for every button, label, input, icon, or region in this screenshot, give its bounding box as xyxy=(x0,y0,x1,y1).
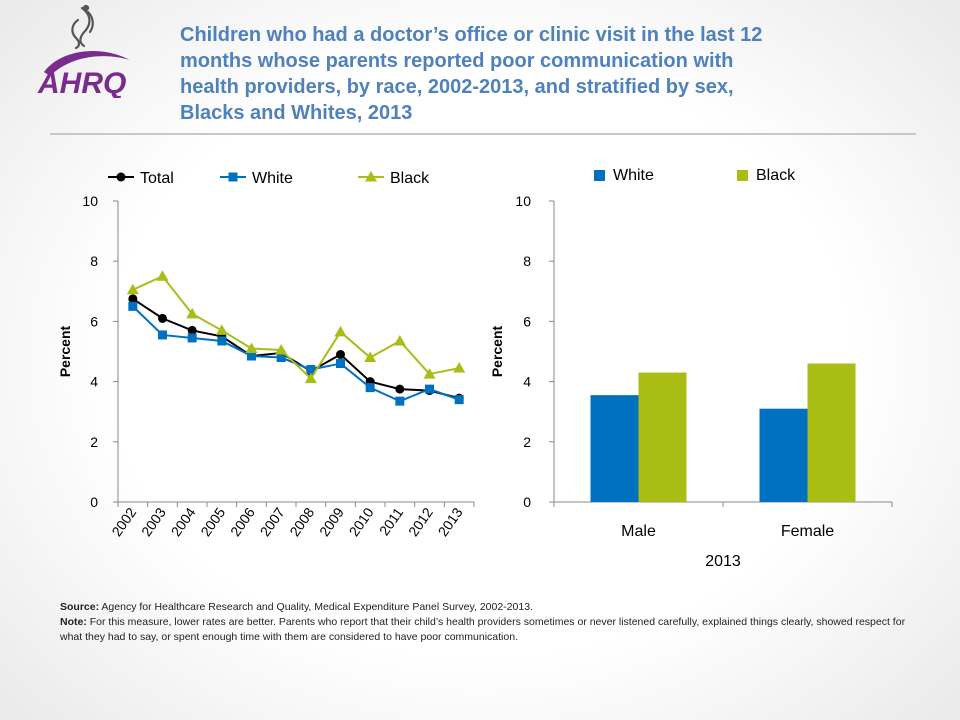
line-point-white xyxy=(247,351,256,361)
line-chart-y-tick-label: 0 xyxy=(90,494,98,510)
line-point-white xyxy=(395,396,405,406)
bar-chart-y-tick-label: 4 xyxy=(523,374,531,390)
source-note: Source: Agency for Healthcare Research a… xyxy=(60,600,920,615)
line-point-black xyxy=(245,342,258,353)
legend-marker-total xyxy=(116,172,126,182)
bar-chart-y-tick-label: 10 xyxy=(515,193,531,209)
line-chart-x-tick-label: 2013 xyxy=(435,504,466,539)
line-chart-x-tick-label: 2011 xyxy=(376,504,406,538)
legend-swatch-black xyxy=(737,170,748,181)
title-line: Blacks and Whites, 2013 xyxy=(180,102,413,124)
bar-chart-y-tick-label: 8 xyxy=(523,253,531,269)
line-point-white xyxy=(454,395,464,405)
title-line: Children who had a doctor’s office or cl… xyxy=(180,24,763,46)
logo-text: AHRQ xyxy=(37,67,126,98)
line-point-white xyxy=(276,353,286,363)
line-point-black xyxy=(156,270,169,281)
line-point-black xyxy=(126,283,139,295)
bar-chart-category-label: Male xyxy=(621,523,656,540)
line-point-black xyxy=(453,362,466,373)
line-chart-x-tick-label: 2005 xyxy=(197,504,228,539)
ahrq-logo: AHRQ xyxy=(37,4,130,98)
hhs-eagle-icon xyxy=(71,4,94,50)
line-point-black xyxy=(186,307,199,319)
line-chart-x-tick-label: 2007 xyxy=(257,504,288,539)
line-series-total xyxy=(132,297,460,400)
bar-black-male xyxy=(638,372,687,502)
line-point-black xyxy=(334,325,347,337)
legend-label-black: Black xyxy=(756,167,796,184)
line-point-total xyxy=(336,350,345,360)
line-chart-y-tick-label: 8 xyxy=(90,253,98,269)
line-chart-x-tick-label: 2009 xyxy=(316,504,347,539)
legend-marker-white xyxy=(228,172,238,182)
measure-note: Note: For this measure, lower rates are … xyxy=(60,615,920,645)
line-point-white xyxy=(187,333,197,343)
line-point-total xyxy=(158,313,167,323)
note-text: For this measure, lower rates are better… xyxy=(60,616,906,643)
page-title: Children who had a doctor’s office or cl… xyxy=(180,22,910,126)
line-point-white xyxy=(425,384,434,394)
title-divider xyxy=(50,133,916,135)
line-chart-y-label: Percent xyxy=(57,325,73,377)
bar-chart-y-label: Percent xyxy=(489,325,505,377)
footnotes: Source: Agency for Healthcare Research a… xyxy=(60,600,920,645)
line-chart-x-tick-label: 2010 xyxy=(346,504,377,539)
legend-label-total: Total xyxy=(140,170,174,187)
title-line: health providers, by race, 2002-2013, an… xyxy=(180,76,734,98)
line-point-white xyxy=(365,383,375,393)
line-series-black xyxy=(132,275,460,381)
line-chart-x-tick-label: 2006 xyxy=(227,504,258,539)
line-point-black xyxy=(393,334,406,346)
line-chart-y-tick-label: 4 xyxy=(90,374,98,390)
bar-black-female xyxy=(807,363,856,502)
line-chart-y-tick-label: 6 xyxy=(90,313,98,329)
bar-white-male xyxy=(590,395,639,502)
bar-white-female xyxy=(759,408,808,502)
line-chart-x-tick-label: 2012 xyxy=(405,504,436,539)
bar-chart-y-tick-label: 6 xyxy=(523,313,531,329)
line-point-white xyxy=(128,301,138,311)
legend-label-white: White xyxy=(613,167,654,184)
source-text: Agency for Healthcare Research and Quali… xyxy=(99,601,533,613)
line-point-black xyxy=(275,343,288,355)
line-point-total xyxy=(128,294,138,304)
bar-chart-y-tick-label: 0 xyxy=(523,494,531,510)
line-chart-x-tick-label: 2003 xyxy=(138,504,169,539)
line-point-white xyxy=(217,336,227,346)
line-point-black xyxy=(304,372,317,384)
line-point-white xyxy=(306,365,316,375)
line-chart-y-tick-label: 2 xyxy=(90,434,98,450)
note-label: Note: xyxy=(60,616,87,628)
legend-marker-black xyxy=(365,171,377,182)
line-point-total xyxy=(187,325,197,335)
title-line: months whose parents reported poor commu… xyxy=(180,50,734,72)
legend-swatch-white xyxy=(594,170,605,181)
line-chart-x-tick-label: 2002 xyxy=(108,504,139,539)
line-point-total xyxy=(395,384,405,394)
line-chart-y-tick-label: 10 xyxy=(82,193,98,209)
line-point-black xyxy=(215,324,228,335)
line-point-black xyxy=(364,351,377,363)
legend-label-black: Black xyxy=(390,170,430,187)
line-chart-x-tick-label: 2004 xyxy=(168,504,199,539)
legend-label-white: White xyxy=(252,170,293,187)
source-label: Source: xyxy=(60,601,100,613)
bar-chart-y-tick-label: 2 xyxy=(523,434,531,450)
line-point-white xyxy=(158,330,167,340)
logo-swoosh xyxy=(44,50,130,76)
bar-chart-category-label: Female xyxy=(781,523,834,540)
line-point-black xyxy=(423,368,436,379)
bar-chart-x-label: 2013 xyxy=(705,553,741,570)
line-chart-x-tick-label: 2008 xyxy=(286,504,317,539)
line-point-white xyxy=(336,359,345,369)
charts-canvas: 0246810200220032004200520062007200820092… xyxy=(57,167,893,570)
